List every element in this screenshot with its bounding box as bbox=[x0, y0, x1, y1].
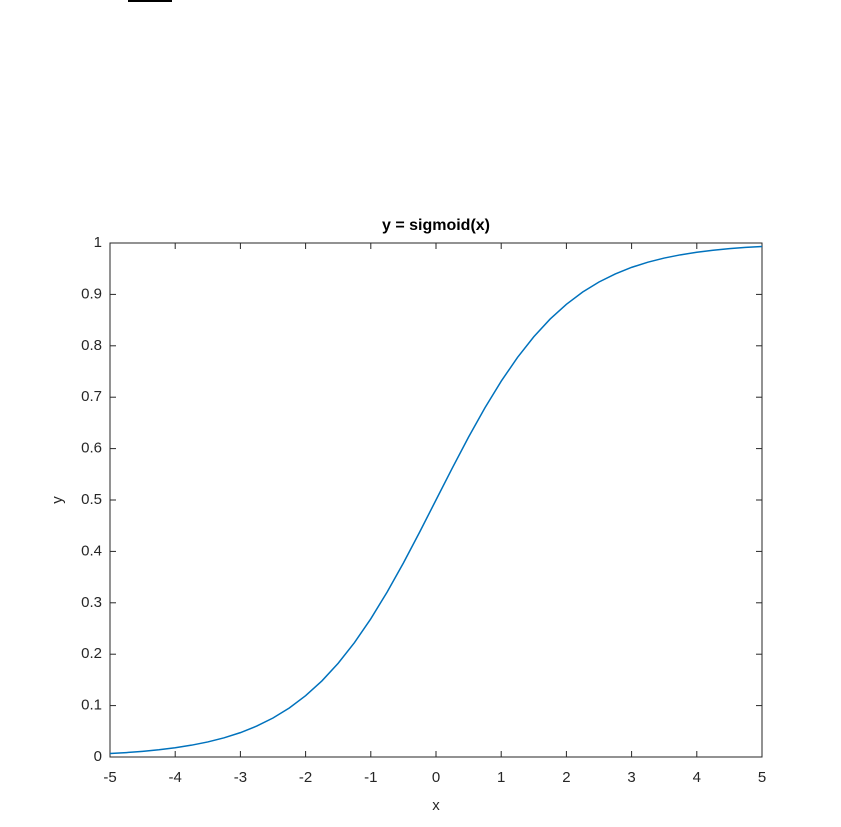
x-tick-label: -2 bbox=[299, 769, 312, 786]
x-tick-label: 4 bbox=[693, 769, 701, 786]
x-axis-label: x bbox=[432, 797, 440, 814]
y-tick-label: 0.5 bbox=[81, 491, 102, 508]
y-tick-label: 0.3 bbox=[81, 594, 102, 611]
y-tick-label: 0.6 bbox=[81, 440, 102, 457]
x-tick-label: 2 bbox=[562, 769, 570, 786]
y-tick-label: 0 bbox=[94, 748, 102, 765]
data-line bbox=[109, 245, 763, 755]
y-tick-label: 0.4 bbox=[81, 542, 102, 559]
x-tick-label: 1 bbox=[497, 769, 505, 786]
x-tick-label: -1 bbox=[364, 769, 377, 786]
y-tick-label: 0.8 bbox=[81, 337, 102, 354]
y-tick-label: 1 bbox=[94, 234, 102, 251]
chart-title: y = sigmoid(x) bbox=[382, 217, 490, 234]
x-tick-label: -4 bbox=[169, 769, 182, 786]
y-tick-label: 0.7 bbox=[81, 388, 102, 405]
x-tick-label: 3 bbox=[627, 769, 635, 786]
y-tick-label: 0.2 bbox=[81, 645, 102, 662]
x-tick-label: 5 bbox=[758, 769, 766, 786]
y-tick-label: 0.1 bbox=[81, 697, 102, 714]
y-axis-label: y bbox=[49, 496, 66, 504]
x-tick-label: -5 bbox=[103, 769, 116, 786]
y-tick-label: 0.9 bbox=[81, 285, 102, 302]
x-tick-label: -3 bbox=[234, 769, 247, 786]
x-tick-label: 0 bbox=[432, 769, 440, 786]
